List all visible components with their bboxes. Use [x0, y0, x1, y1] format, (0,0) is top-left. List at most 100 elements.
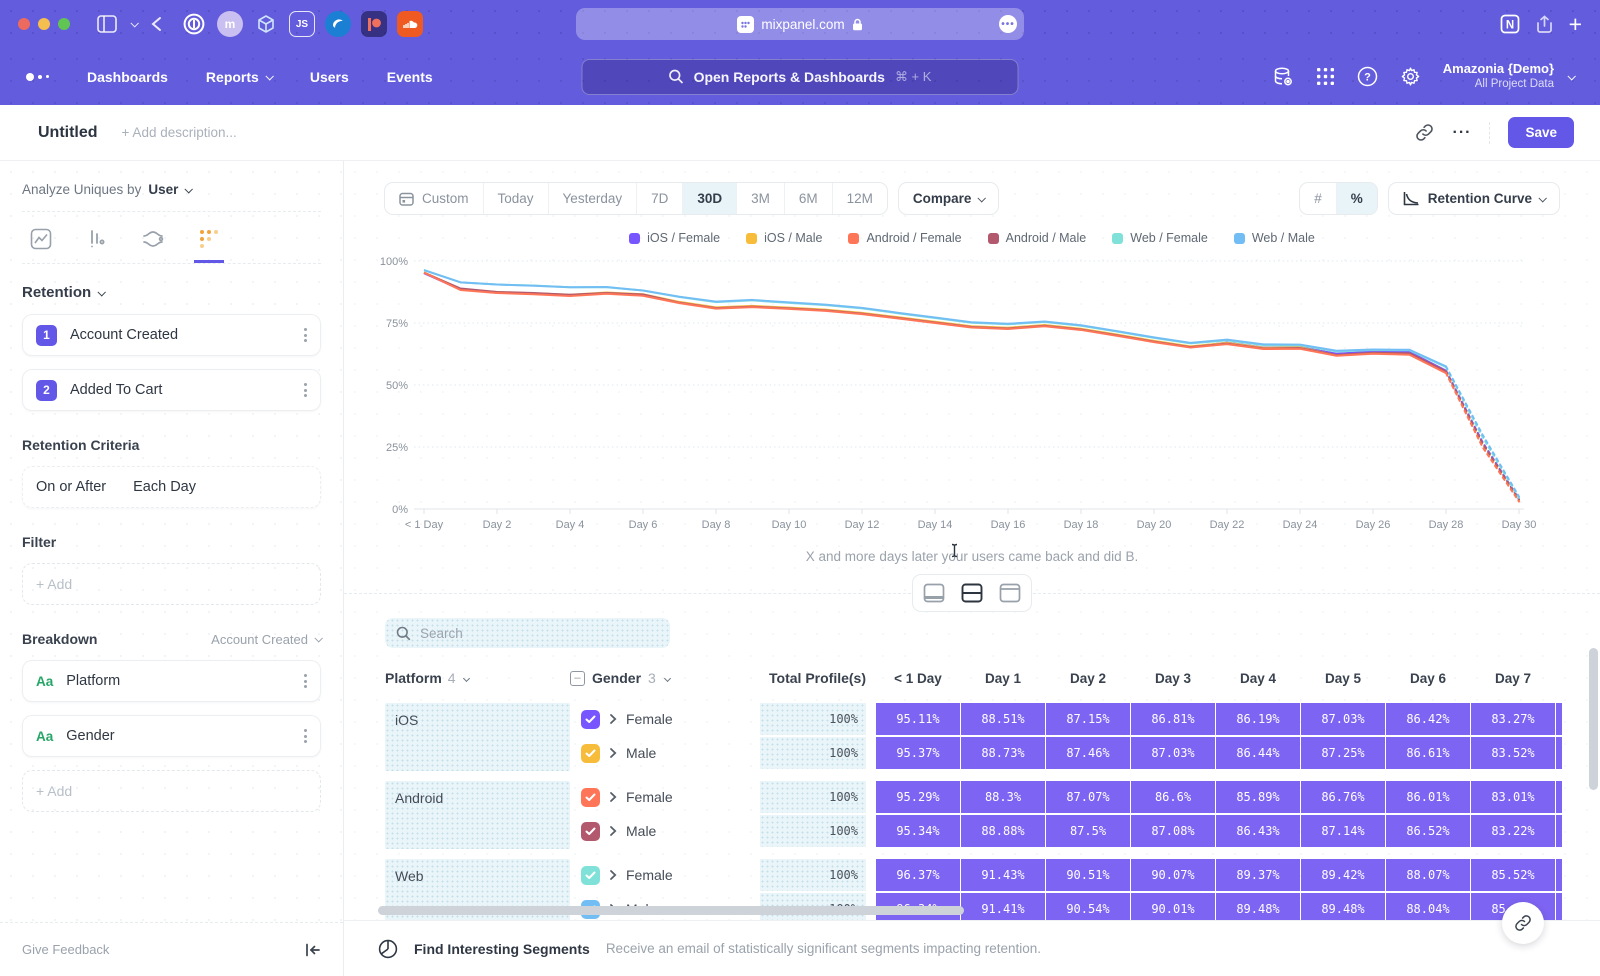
retention-value-cell[interactable]: 87.03% — [1301, 703, 1385, 735]
series-checkbox[interactable] — [581, 744, 600, 763]
tab-funnels[interactable] — [82, 224, 112, 263]
absolute-count-toggle[interactable]: # — [1300, 183, 1337, 214]
global-search[interactable]: Open Reports & Dashboards ⌘ + K — [582, 59, 1019, 95]
retention-value-cell[interactable]: 86.52% — [1386, 815, 1470, 847]
range-6m[interactable]: 6M — [785, 183, 833, 214]
retention-criteria-card[interactable]: On or After Each Day — [22, 466, 321, 508]
retention-value-cell[interactable]: 86.44% — [1216, 737, 1300, 769]
retention-value-cell[interactable]: 85.52% — [1471, 859, 1555, 891]
retention-value-cell[interactable]: 86.01% — [1386, 781, 1470, 813]
data-management-icon[interactable] — [1272, 66, 1294, 88]
range-yesterday[interactable]: Yesterday — [549, 183, 638, 214]
gender-row-female[interactable]: Female — [570, 781, 760, 813]
kebab-menu-icon[interactable] — [304, 674, 307, 688]
retention-value-cell[interactable]: 89.42% — [1301, 859, 1385, 891]
help-icon[interactable]: ? — [1357, 66, 1378, 87]
day-column-header[interactable]: Day 4 — [1216, 671, 1300, 686]
day-column-header[interactable]: < 1 Day — [876, 671, 960, 686]
gender-row-female[interactable]: Female — [570, 859, 760, 891]
address-bar[interactable]: mixpanel.com ••• — [576, 8, 1024, 40]
give-feedback-link[interactable]: Give Feedback — [22, 942, 109, 957]
kebab-menu-icon[interactable] — [304, 328, 307, 342]
floating-share-link-button[interactable] — [1502, 902, 1544, 944]
retention-line-chart[interactable]: 0%25%50%75%100%< 1 DayDay 2Day 4Day 6Day… — [344, 249, 1600, 541]
breakdown-scope-dropdown[interactable]: Account Created — [211, 632, 321, 647]
analyze-entity-dropdown[interactable]: User — [148, 182, 191, 197]
extension-patreon-icon[interactable] — [361, 11, 387, 37]
more-options-button[interactable]: ··· — [1452, 124, 1471, 142]
tab-flows[interactable] — [138, 224, 168, 263]
retention-value-cell[interactable]: 87.03% — [1131, 737, 1215, 769]
expand-chevron-icon[interactable] — [609, 869, 617, 881]
step-card-2[interactable]: 2 Added To Cart — [22, 369, 321, 411]
retention-value-cell[interactable]: 88.73% — [961, 737, 1045, 769]
gender-column-header[interactable]: – Gender 3 — [570, 670, 760, 686]
retention-value-cell[interactable]: 87.07% — [1046, 781, 1130, 813]
gender-row-male[interactable]: Male — [570, 737, 760, 769]
expand-chevron-icon[interactable] — [609, 825, 617, 837]
legend-item[interactable]: Web / Male — [1234, 231, 1315, 245]
day-column-header[interactable]: Day 5 — [1301, 671, 1385, 686]
add-description-field[interactable]: + Add description... — [122, 125, 237, 140]
maximize-window-button[interactable] — [58, 18, 70, 30]
expand-chevron-icon[interactable] — [609, 791, 617, 803]
legend-item[interactable]: iOS / Female — [629, 231, 720, 245]
nav-link-events[interactable]: Events — [387, 69, 433, 85]
range-7d[interactable]: 7D — [637, 183, 683, 214]
retention-value-cell[interactable]: 88.88% — [961, 815, 1045, 847]
copy-link-icon[interactable] — [1415, 123, 1434, 142]
save-button[interactable]: Save — [1508, 117, 1574, 148]
criteria-occurrence[interactable]: On or After — [36, 479, 106, 495]
retention-value-cell[interactable]: 87.15% — [1046, 703, 1130, 735]
retention-value-cell[interactable]: 95.34% — [876, 815, 960, 847]
legend-item[interactable]: Web / Female — [1112, 231, 1208, 245]
range-custom[interactable]: Custom — [385, 183, 484, 214]
retention-value-cell[interactable]: 87.5% — [1046, 815, 1130, 847]
legend-item[interactable]: Android / Female — [848, 231, 961, 245]
retention-value-cell[interactable]: 91.43% — [961, 859, 1045, 891]
report-title[interactable]: Untitled — [38, 124, 98, 142]
table-only-view-button[interactable] — [995, 580, 1025, 606]
retention-value-cell[interactable]: 95.29% — [876, 781, 960, 813]
back-icon[interactable] — [151, 16, 162, 32]
series-checkbox[interactable] — [581, 788, 600, 807]
project-switcher[interactable]: Amazonia {Demo} All Project Data — [1443, 61, 1554, 92]
percent-toggle[interactable]: % — [1337, 183, 1377, 214]
notion-tab-icon[interactable]: N — [1500, 14, 1520, 34]
expand-chevron-icon[interactable] — [609, 713, 617, 725]
retention-value-cell[interactable]: 95.37% — [876, 737, 960, 769]
retention-value-cell[interactable]: 96.37% — [876, 859, 960, 891]
criteria-interval[interactable]: Each Day — [133, 479, 196, 495]
retention-value-cell[interactable]: 86.6% — [1131, 781, 1215, 813]
horizontal-scrollbar[interactable] — [378, 906, 964, 915]
day-column-header[interactable]: Day 2 — [1046, 671, 1130, 686]
step-card-1[interactable]: 1 Account Created — [22, 314, 321, 356]
compare-button[interactable]: Compare — [898, 182, 1000, 215]
expand-chevron-icon[interactable] — [609, 747, 617, 759]
retention-value-cell[interactable]: 86.81% — [1131, 703, 1215, 735]
extension-browser-icon[interactable] — [325, 11, 351, 37]
kebab-menu-icon[interactable] — [304, 383, 307, 397]
retention-value-cell[interactable]: 88.07% — [1386, 859, 1470, 891]
day-column-header[interactable]: Day 1 — [961, 671, 1045, 686]
platform-column-header[interactable]: Platform 4 — [385, 670, 570, 686]
collapse-sidebar-icon[interactable] — [305, 943, 321, 957]
platform-cell[interactable]: Android — [385, 781, 570, 849]
retention-value-cell[interactable]: 83.52% — [1471, 737, 1555, 769]
breakdown-card-gender[interactable]: Aa Gender — [22, 715, 321, 757]
legend-item[interactable]: iOS / Male — [746, 231, 822, 245]
share-icon[interactable] — [1536, 15, 1553, 34]
mixpanel-logo[interactable] — [26, 73, 49, 81]
sidebar-toggle-icon[interactable] — [97, 15, 117, 33]
retention-value-cell[interactable]: 86.61% — [1386, 737, 1470, 769]
close-window-button[interactable] — [18, 18, 30, 30]
nav-link-dashboards[interactable]: Dashboards — [87, 69, 168, 85]
retention-value-cell[interactable]: 85.89% — [1216, 781, 1300, 813]
add-filter-button[interactable]: + Add — [22, 563, 321, 605]
gender-row-female[interactable]: Female — [570, 703, 760, 735]
settings-gear-icon[interactable] — [1400, 66, 1421, 87]
retention-section-header[interactable]: Retention — [22, 284, 321, 301]
series-checkbox[interactable] — [581, 710, 600, 729]
find-segments-label[interactable]: Find Interesting Segments — [414, 941, 590, 957]
retention-value-cell[interactable]: 83.27% — [1471, 703, 1555, 735]
